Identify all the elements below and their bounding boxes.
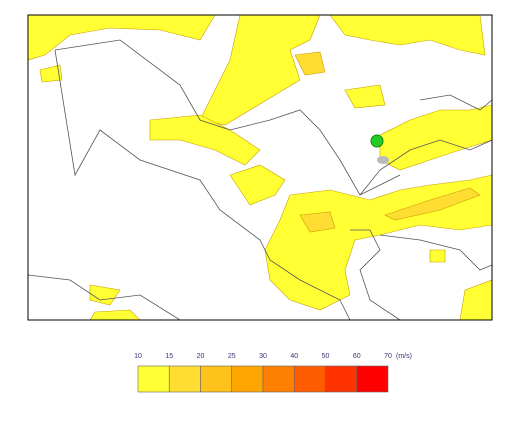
wind-areas	[28, 15, 492, 320]
legend-swatch	[168, 365, 201, 393]
legend-tick-label: 30	[259, 353, 267, 360]
legend-tick-label: 50	[322, 353, 330, 360]
legend-swatch	[137, 365, 170, 393]
legend-swatch	[293, 365, 326, 393]
legend-swatch	[200, 365, 233, 393]
color-legend: 10 15 20 25 30 40 50 60 70 (m/s)	[134, 353, 412, 393]
location-marker	[370, 134, 384, 148]
map-frame	[27, 14, 493, 321]
legend-tick-label: 70	[384, 353, 392, 360]
legend-tick-label: 60	[353, 353, 361, 360]
legend-swatch	[231, 365, 264, 393]
legend-tick-label: 40	[290, 353, 298, 360]
borders	[28, 39, 492, 320]
legend-unit: (m/s)	[396, 353, 412, 360]
legend-tick-label: 25	[228, 353, 236, 360]
legend-tick-label: 10	[134, 353, 142, 360]
location-shadow	[377, 156, 389, 164]
legend-swatch	[325, 365, 358, 393]
legend-swatch	[262, 365, 295, 393]
wind-areas-strong	[294, 51, 481, 233]
legend-swatch	[356, 365, 389, 393]
legend-tick-label: 15	[165, 353, 173, 360]
legend-tick-label: 20	[197, 353, 205, 360]
